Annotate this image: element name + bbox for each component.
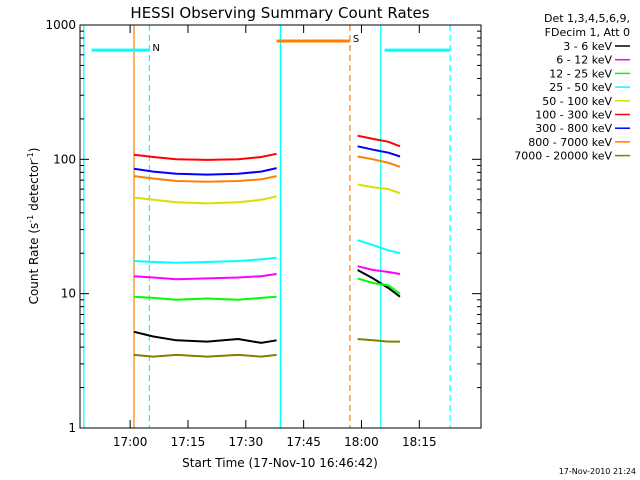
y-label-end: ) [27,148,41,153]
series-line-1-1 [357,265,401,275]
y-tick-label-2: 100 [53,152,76,166]
series-line-1-0 [133,273,277,281]
y-tick-label-3: 1000 [45,18,76,32]
series-line-6-0 [133,167,277,176]
x-tick-label-1: 17:15 [171,435,206,449]
series-line-0-0 [133,330,277,344]
series-line-6-1 [357,145,401,158]
x-tick-label-2: 17:30 [229,435,264,449]
y-axis-label: Count Rate (s-1 detector-1) [26,148,41,305]
series-line-3-1 [357,239,401,255]
series-line-5-0 [133,152,277,161]
flag-label-2: S [353,34,359,45]
series-line-8-1 [357,338,400,343]
chart-title: HESSI Observing Summary Count Rates [130,4,429,22]
y-label-mid: detector [27,160,41,215]
plot-frame [79,24,482,429]
legend-label-1: 6 - 12 keV [556,54,612,67]
x-tick-label-3: 17:45 [286,435,321,449]
series-line-7-0 [133,175,277,183]
x-axis: 17:00 17:15 17:30 17:45 18:00 18:15 [113,25,437,449]
series-line-2-0 [133,295,277,301]
series-line-7-1 [357,155,401,168]
legend-label-4: 50 - 100 keV [542,95,612,108]
legend-label-2: 12 - 25 keV [549,67,612,80]
y-label-main: Count Rate (s [27,223,41,305]
y-label-sup2: -1 [26,152,35,160]
legend-label-8: 7000 - 20000 keV [514,150,612,163]
series-line-4-1 [357,183,401,195]
series-line-8-0 [133,353,277,358]
x-axis-label: Start Time (17-Nov-10 16:46:42) [182,456,378,470]
series-line-4-0 [133,195,277,205]
y-axis: 1 10 100 1000 [45,18,481,435]
series-line-2-1 [357,277,401,295]
legend-label-0: 3 - 6 keV [563,40,612,53]
legend-label-5: 100 - 300 keV [535,109,612,122]
legend-header-2: FDecim 1, Att 0 [545,26,630,39]
x-tick-label-4: 18:00 [344,435,379,449]
legend-label-7: 800 - 7000 keV [528,136,612,149]
x-tick-label-5: 18:15 [402,435,437,449]
legend-header-1: Det 1,3,4,5,6,9, [544,12,630,25]
legend-label-6: 300 - 800 keV [535,122,612,135]
series-line-3-0 [133,256,277,264]
y-tick-label-0: 1 [68,421,76,435]
x-tick-label-0: 17:00 [113,435,148,449]
flag-label-0: N [152,43,159,54]
y-tick-label-1: 10 [61,287,76,301]
plot-area: NS [83,25,451,428]
date-stamp: 17-Nov-2010 21:24 [559,467,636,476]
legend-label-3: 25 - 50 keV [549,81,612,94]
series-line-5-1 [357,134,401,148]
legend: Det 1,3,4,5,6,9, FDecim 1, Att 0 3 - 6 k… [514,12,630,163]
y-label-sup1: -1 [26,215,35,223]
